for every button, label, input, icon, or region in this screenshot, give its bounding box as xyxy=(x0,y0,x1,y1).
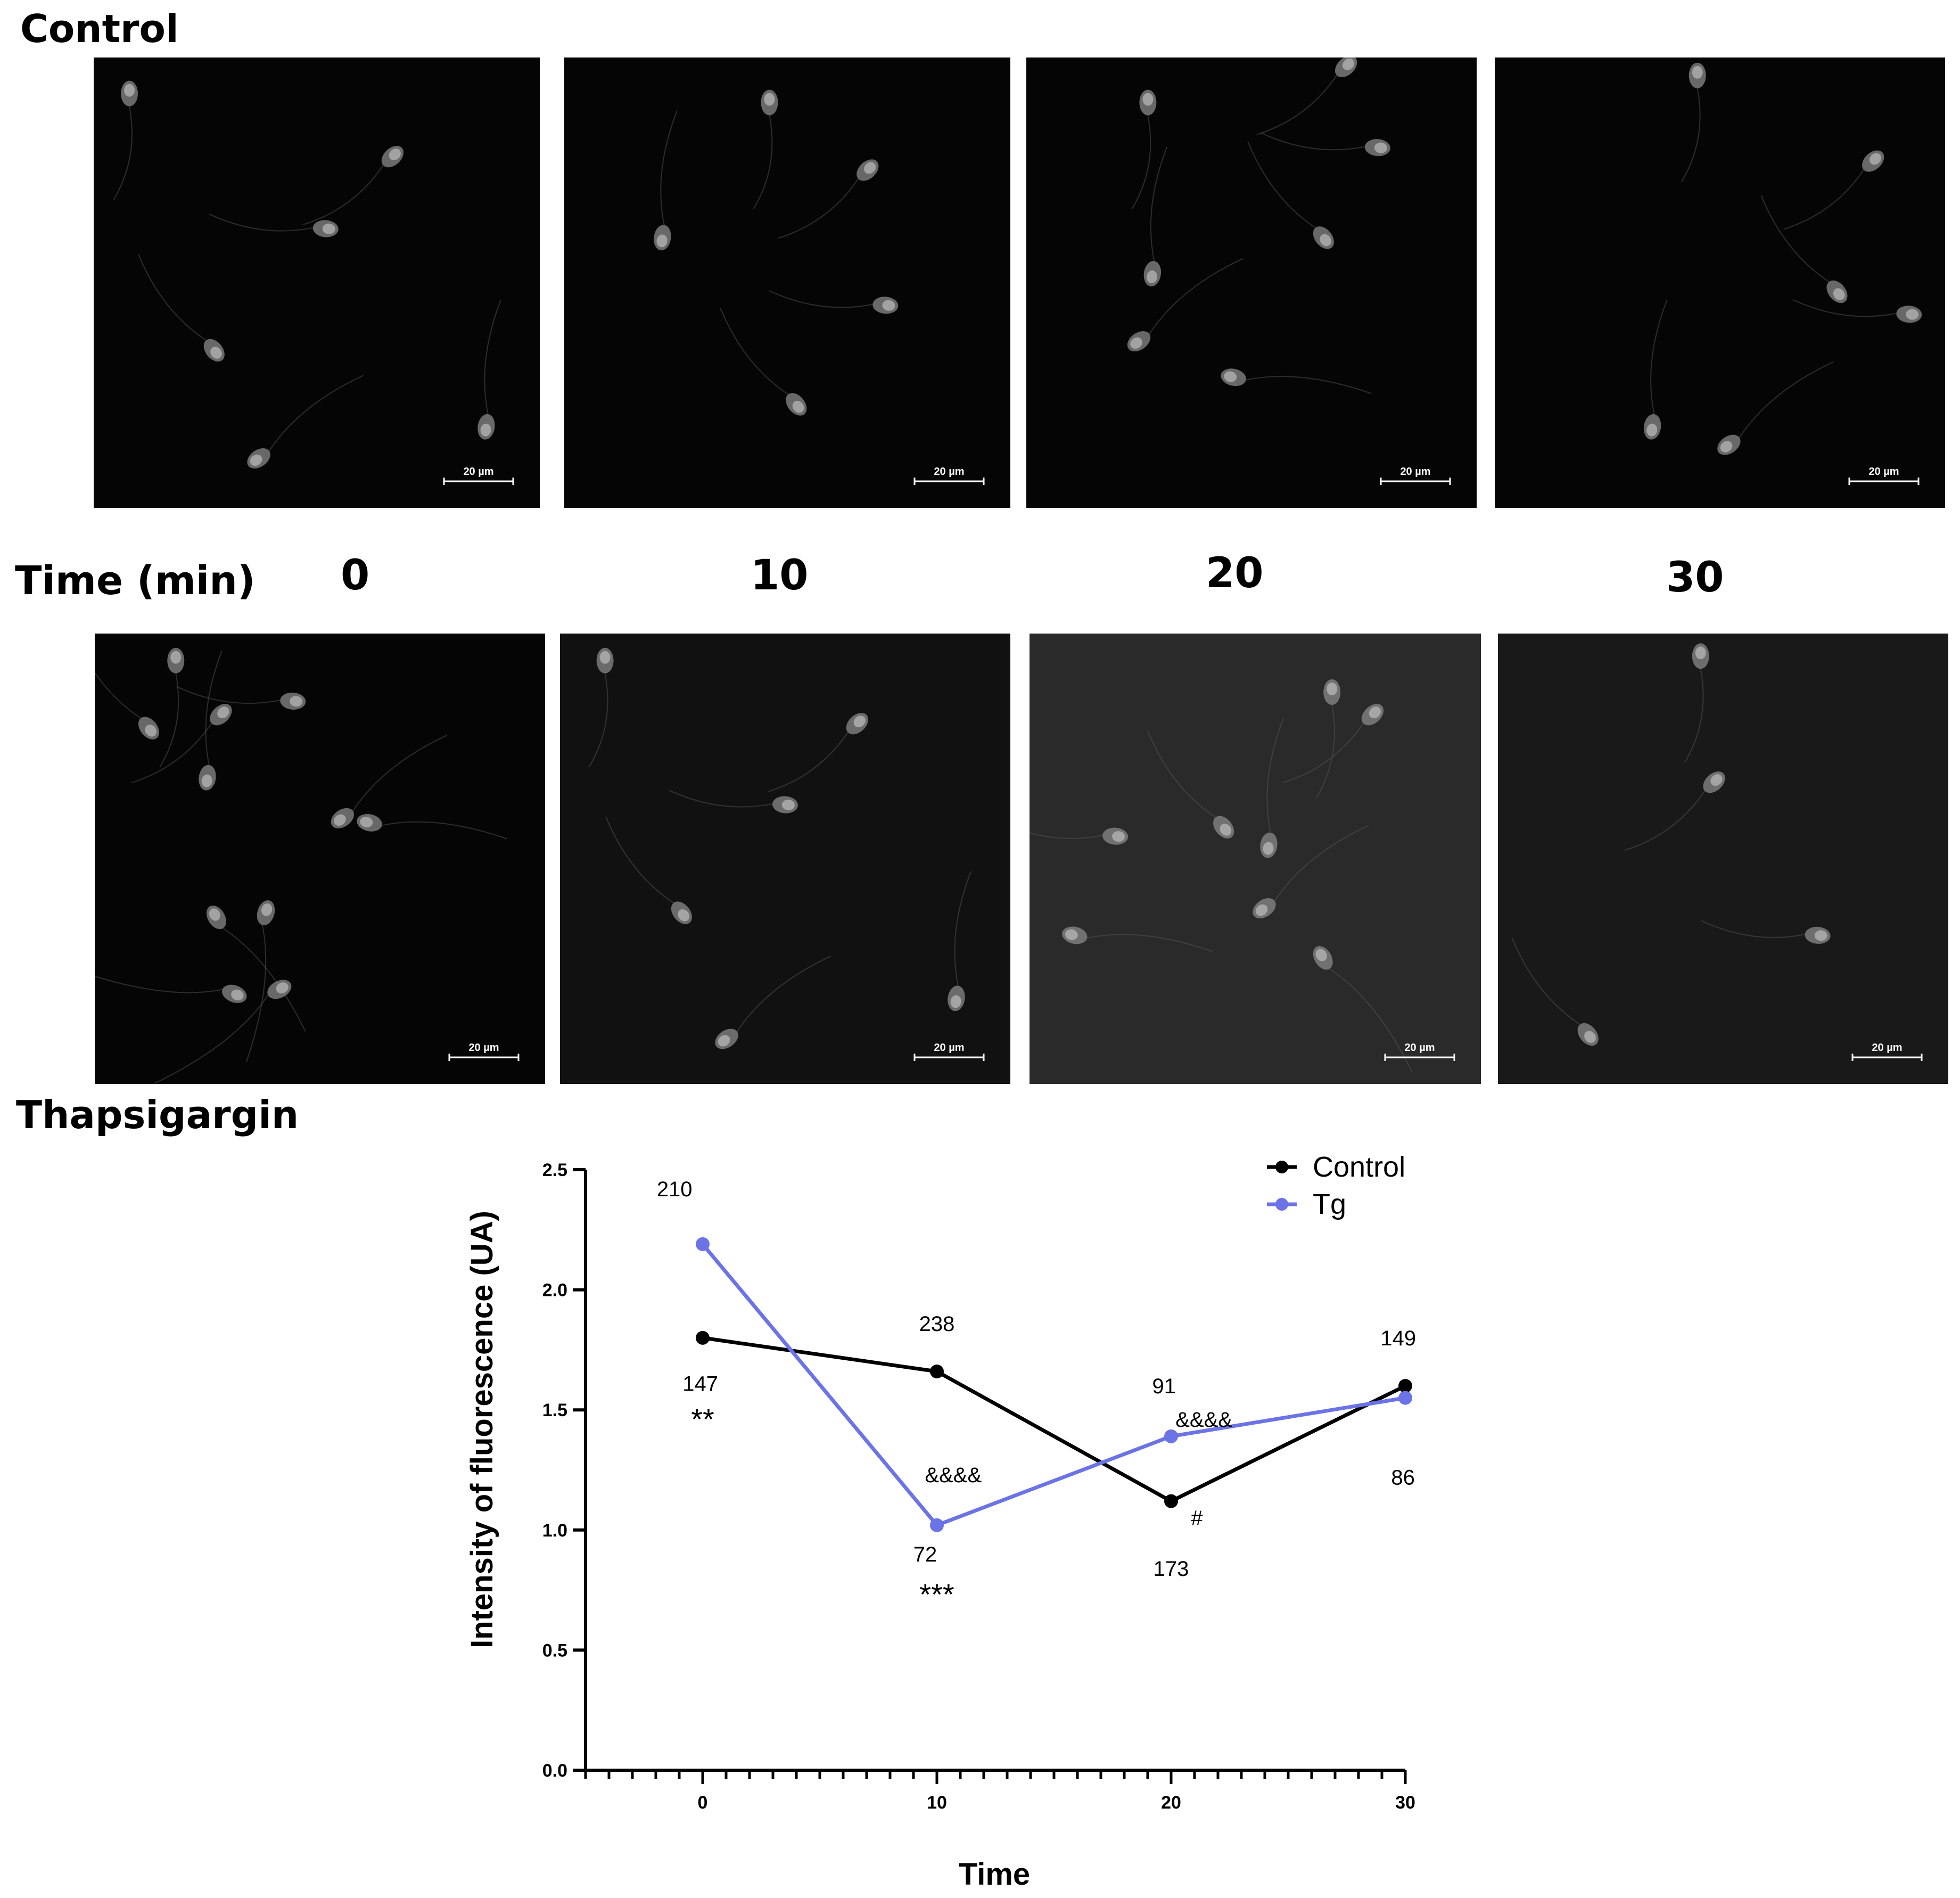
data-point-tg xyxy=(1164,1429,1178,1443)
scale-bar-label: 20 µm xyxy=(468,1042,499,1054)
data-point-control xyxy=(1398,1379,1412,1393)
data-point-control xyxy=(930,1365,944,1379)
tg-image-t30: 20 µm xyxy=(1498,634,1948,1084)
scale-bar-label: 20 µm xyxy=(1872,1042,1902,1054)
x-tick-label: 20 xyxy=(1161,1793,1181,1813)
tg-image-t20: 20 µm xyxy=(1030,634,1481,1084)
control-group-label: Control xyxy=(20,6,179,51)
x-axis-title: Time xyxy=(959,1857,1030,1892)
x-tick-label: 30 xyxy=(1395,1793,1415,1813)
x-tick-label: 10 xyxy=(927,1793,947,1813)
chart-annotation: 147 xyxy=(682,1373,718,1396)
data-point-tg xyxy=(1398,1391,1412,1405)
chart-annotation: &&&& xyxy=(1175,1408,1232,1432)
data-point-control xyxy=(696,1330,710,1345)
series-line-control xyxy=(702,1336,1406,1503)
scale-bar-label: 20 µm xyxy=(934,466,964,478)
data-point-tg xyxy=(696,1237,710,1251)
scale-bar-label: 20 µm xyxy=(1400,466,1430,478)
y-tick-label: 0.0 xyxy=(542,1761,567,1781)
control-image-t0: 20 µm xyxy=(94,57,540,508)
legend-swatch-marker xyxy=(1275,1198,1288,1211)
scale-bar-label: 20 µm xyxy=(463,466,493,478)
scale-bar-label: 20 µm xyxy=(934,1042,964,1054)
time-label-30: 30 xyxy=(1666,554,1724,602)
control-image-t30: 20 µm xyxy=(1495,57,1945,508)
chart-annotation: 91 xyxy=(1152,1375,1176,1398)
y-tick-label: 1.5 xyxy=(542,1400,567,1420)
chart-annotation: # xyxy=(1191,1507,1203,1530)
control-image-t10: 20 µm xyxy=(564,57,1010,508)
chart-annotation: 238 xyxy=(919,1312,955,1336)
chart-annotation: &&&& xyxy=(925,1464,982,1487)
chart-annotation: 210 xyxy=(657,1178,693,1201)
time-label-20: 20 xyxy=(1206,549,1264,597)
scale-bar-label: 20 µm xyxy=(1868,466,1899,478)
thapsigargin-group-label: Thapsigargin xyxy=(16,1092,299,1137)
scale-bar-label: 20 µm xyxy=(1404,1042,1435,1054)
series-line-tg xyxy=(701,1243,1406,1527)
legend-entry: Control xyxy=(1313,1151,1405,1183)
chart-annotation: 173 xyxy=(1154,1557,1189,1581)
time-axis-label: Time (min) xyxy=(15,558,256,604)
y-tick-label: 2.0 xyxy=(542,1280,567,1301)
chart-annotation: 149 xyxy=(1380,1327,1416,1350)
chart-annotation: 72 xyxy=(913,1543,937,1566)
chart-annotation: *** xyxy=(919,1577,954,1611)
chart-annotation: ** xyxy=(691,1402,714,1436)
tg-image-t0: 20 µm xyxy=(95,634,545,1084)
legend-swatch-marker xyxy=(1275,1161,1288,1173)
x-tick-label: 0 xyxy=(698,1793,708,1813)
chart-annotation: 86 xyxy=(1391,1466,1415,1490)
control-image-t20: 20 µm xyxy=(1026,57,1477,508)
y-tick-label: 0.5 xyxy=(542,1640,567,1661)
y-tick-label: 1.0 xyxy=(542,1521,567,1541)
time-label-10: 10 xyxy=(751,552,809,599)
time-label-0: 0 xyxy=(341,552,370,599)
y-axis-title: Intensity of fluorescence (UA) xyxy=(465,1211,499,1648)
tg-image-t10: 20 µm xyxy=(560,634,1010,1084)
legend-entry: Tg xyxy=(1313,1188,1346,1220)
data-point-control xyxy=(1164,1494,1178,1508)
data-point-tg xyxy=(930,1518,944,1532)
y-tick-label: 2.5 xyxy=(542,1160,567,1180)
fluorescence-line-chart: 0.0 0.5 1.0 1.5 2.0 2.5 0 10 20 30 210 147 ** 238 &&&… xyxy=(465,1151,1416,1892)
